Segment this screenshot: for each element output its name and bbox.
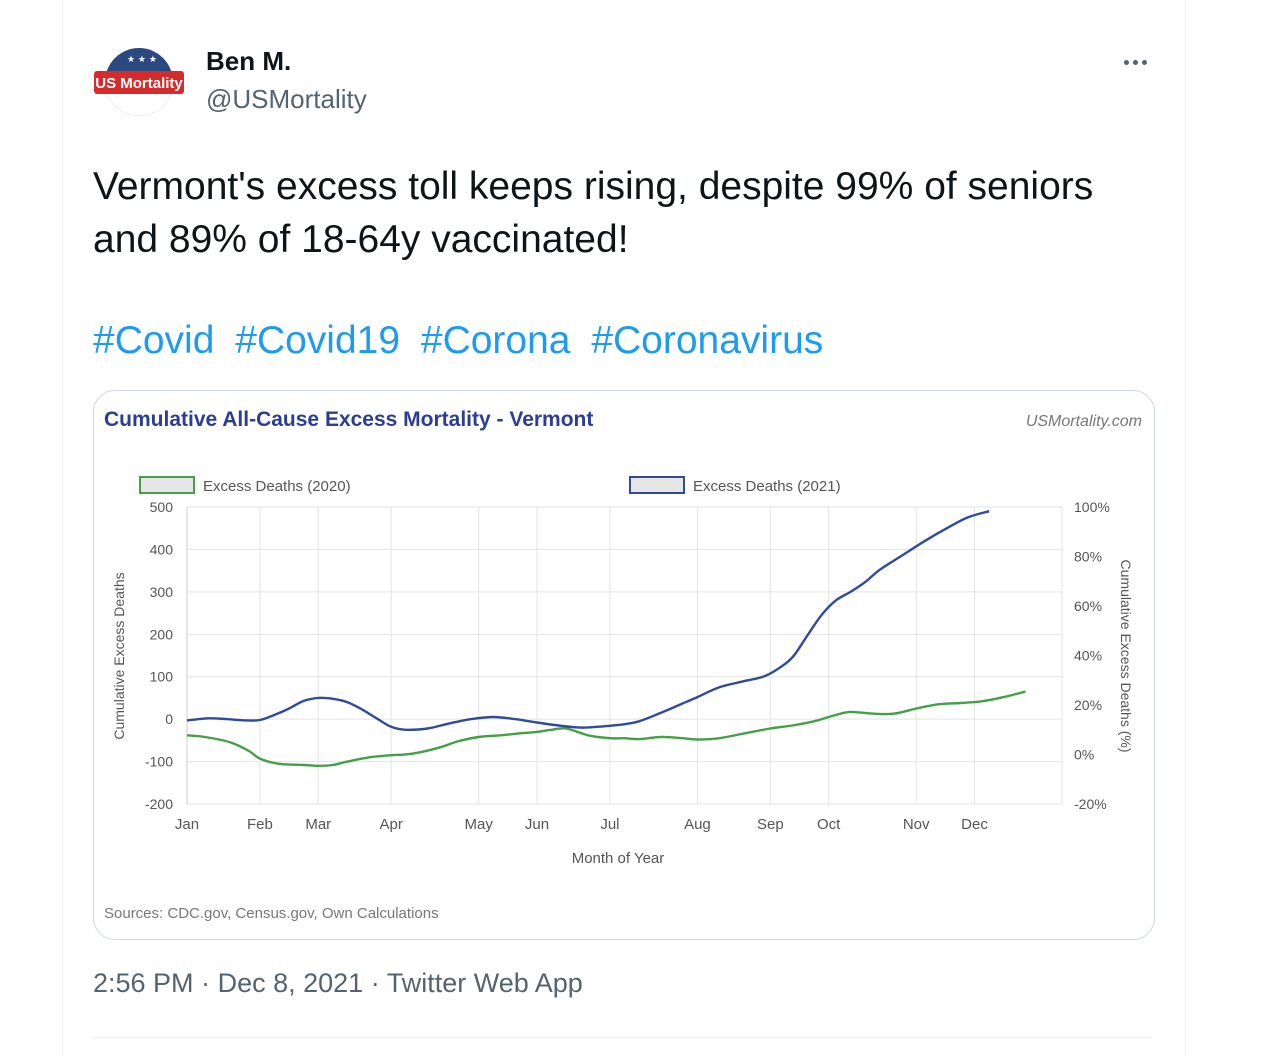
y2-tick-label: 20% [1074, 697, 1102, 713]
y2-axis-label: Cumulative Excess Deaths (%) [1118, 560, 1134, 753]
separator-dot: · [370, 968, 380, 998]
hashtag-link[interactable]: #Corona [420, 319, 571, 362]
series-line-2020 [186, 690, 1026, 767]
tweet-text: Vermont's excess toll keeps rising, desp… [93, 165, 1094, 261]
chart-source-note: Sources: CDC.gov, Census.gov, Own Calcul… [104, 905, 439, 922]
hashtag-link[interactable]: #Coronavirus [591, 319, 824, 362]
x-tick-label: Nov [903, 816, 930, 833]
x-tick-label: Jan [175, 816, 199, 833]
chart-watermark: USMortality.com [1026, 413, 1142, 430]
more-horizontal-icon-dot [1132, 59, 1138, 65]
divider [93, 1037, 1153, 1038]
tweet-timestamp: 2:56 PM · Dec 8, 2021 · Twitter Web App [93, 968, 583, 999]
more-options-button[interactable] [1115, 48, 1155, 76]
tweet-time[interactable]: 2:56 PM [93, 968, 194, 998]
y2-tick-label: 80% [1074, 549, 1102, 565]
x-tick-label: Sep [757, 816, 784, 833]
y-tick-label: 0 [165, 711, 173, 727]
x-tick-label: May [464, 816, 493, 833]
more-horizontal-icon-dot [1141, 59, 1147, 65]
y2-tick-label: 60% [1074, 598, 1102, 614]
more-horizontal-icon [1123, 59, 1129, 65]
excess-mortality-chart: 500 400 300 200 100 0 -100 -200 100% 80% 60% 40% 20%… [104, 408, 1142, 922]
legend-label-2021: Excess Deaths (2021) [693, 478, 841, 495]
separator-dot: · [201, 968, 211, 998]
x-tick-label: Jun [525, 816, 549, 833]
y-tick-label: 200 [150, 626, 174, 642]
y-tick-label: -100 [145, 754, 173, 770]
x-axis-label: Month of Year [572, 850, 665, 867]
x-tick-label: Mar [305, 816, 331, 833]
hashtag-list: #Covid #Covid19 #Corona #Coronavirus [93, 316, 833, 366]
y-axis-label: Cumulative Excess Deaths [111, 572, 127, 739]
chart-title: Cumulative All-Cause Excess Mortality - … [104, 408, 593, 431]
y-tick-label: 400 [150, 541, 174, 557]
x-tick-label: Jul [600, 816, 619, 833]
avatar[interactable]: ★ ★ ★ US Mortality [93, 46, 185, 118]
y2-tick-label: 40% [1074, 648, 1102, 664]
author-name[interactable]: Ben M. [206, 46, 292, 76]
chart-image[interactable]: 500 400 300 200 100 0 -100 -200 100% 80% 60% 40% 20%… [93, 390, 1155, 940]
y2-tick-label: 0% [1074, 747, 1094, 763]
x-tick-label: Feb [247, 816, 273, 833]
series-line-2021 [186, 510, 990, 732]
y2-tick-label: 100% [1074, 499, 1110, 515]
avatar-logo-text: US Mortality [95, 75, 183, 92]
y-tick-label: 500 [150, 499, 174, 515]
legend-label-2020: Excess Deaths (2020) [203, 478, 351, 495]
x-tick-label: Dec [961, 816, 988, 833]
hashtag-link[interactable]: #Covid [93, 319, 215, 362]
x-tick-label: Oct [817, 816, 841, 833]
author-handle[interactable]: @USMortality [206, 84, 367, 114]
x-tick-label: Apr [379, 816, 402, 833]
tweet-date[interactable]: Dec 8, 2021 [217, 968, 364, 998]
x-tick-label: Aug [684, 816, 711, 833]
tweet-source[interactable]: Twitter Web App [386, 968, 583, 998]
avatar-stars: ★ ★ ★ [127, 55, 157, 65]
avatar-banner [94, 71, 184, 94]
legend-swatch-2020 [139, 476, 195, 494]
y-tick-label: 300 [150, 584, 174, 600]
y-tick-label: 100 [150, 669, 174, 685]
legend-swatch-2021 [629, 476, 685, 494]
y2-tick-label: -20% [1074, 796, 1107, 812]
hashtag-link[interactable]: #Covid19 [235, 319, 401, 362]
y-tick-label: -200 [145, 796, 173, 812]
